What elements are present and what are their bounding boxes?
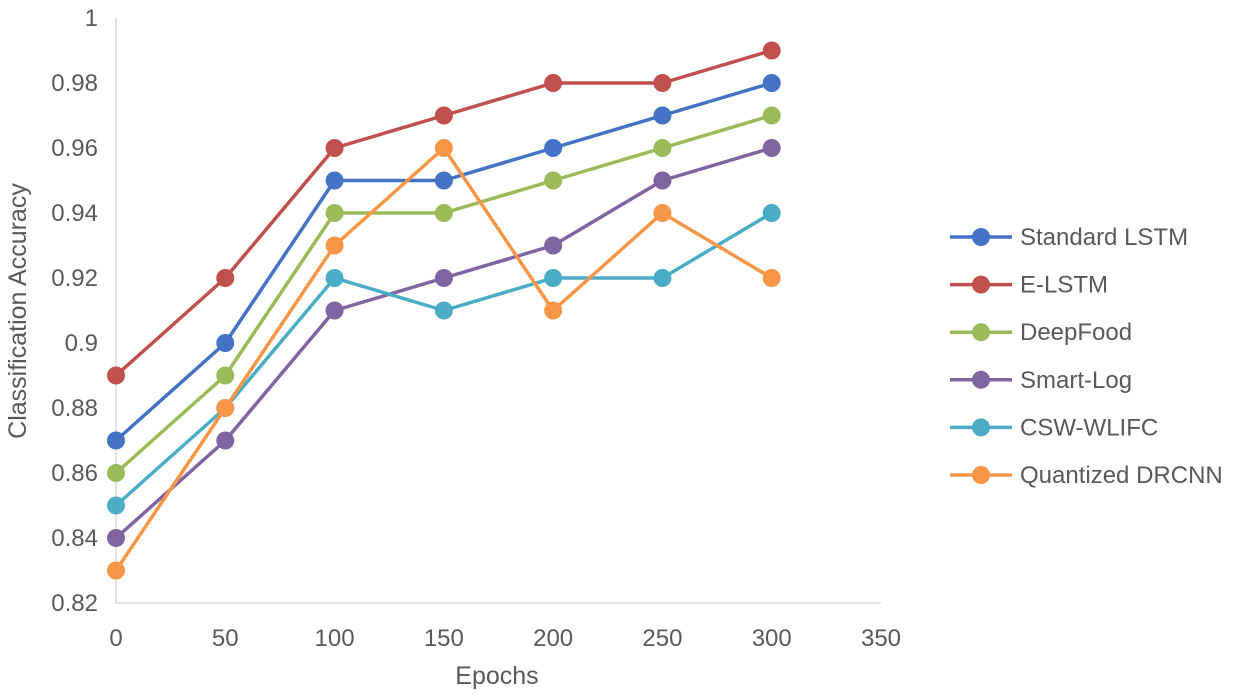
data-point-smart-log: [544, 236, 563, 255]
data-point-smart-log: [762, 139, 781, 157]
data-point-standard-lstm: [216, 334, 235, 352]
legend-item-e-lstm: E-LSTM: [950, 272, 1108, 299]
legend-marker: [972, 228, 990, 246]
legend-label: Standard LSTM: [1020, 224, 1188, 251]
legend-item-csw-wlifc: CSW-WLIFC: [950, 414, 1158, 441]
data-point-deepfood: [762, 106, 781, 125]
data-point-csw-wlifc: [762, 204, 781, 222]
x-tick-label: 150: [424, 625, 464, 652]
legend-label: DeepFood: [1020, 319, 1132, 346]
x-tick-label: 200: [533, 625, 573, 652]
data-point-standard-lstm: [434, 171, 453, 190]
data-point-e-lstm: [544, 74, 563, 92]
series-smart-log: [107, 139, 781, 547]
data-point-standard-lstm: [325, 171, 344, 190]
data-point-smart-log: [216, 431, 235, 450]
y-tick-label: 0.82: [51, 590, 98, 617]
y-tick-label: 0.92: [51, 265, 98, 292]
y-tick-label: 1: [85, 5, 98, 32]
data-point-deepfood: [653, 139, 672, 157]
series-line-csw-wlifc: [114, 211, 773, 507]
data-point-quantized-drcnn: [107, 561, 125, 580]
data-point-standard-lstm: [762, 74, 781, 92]
y-tick-label: 0.84: [51, 525, 98, 552]
y-tick-label: 0.9: [65, 330, 98, 357]
series-e-lstm: [107, 41, 781, 385]
x-axis-title: Epochs: [455, 662, 538, 690]
data-point-quantized-drcnn: [325, 236, 344, 255]
data-point-e-lstm: [653, 74, 672, 92]
legend-label: E-LSTM: [1020, 272, 1108, 299]
data-point-e-lstm: [216, 269, 235, 287]
data-point-quantized-drcnn: [762, 269, 781, 287]
legend-marker: [972, 275, 990, 294]
legend-item-standard-lstm: Standard LSTM: [950, 224, 1188, 251]
data-point-quantized-drcnn: [434, 139, 453, 157]
legend-item-smart-log: Smart-Log: [950, 367, 1132, 394]
legend-marker: [972, 418, 990, 437]
series-deepfood: [107, 106, 781, 482]
data-point-e-lstm: [325, 139, 344, 157]
data-point-csw-wlifc: [325, 269, 344, 287]
data-point-e-lstm: [107, 366, 125, 385]
data-point-deepfood: [107, 464, 125, 482]
legend-marker: [972, 466, 990, 484]
x-tick-label: 0: [109, 625, 122, 652]
series-layer: [107, 41, 781, 580]
data-point-quantized-drcnn: [216, 399, 235, 417]
data-point-smart-log: [107, 529, 125, 547]
y-tick-label: 0.86: [51, 460, 98, 487]
legend-label: Smart-Log: [1020, 367, 1132, 394]
legend-marker: [972, 323, 990, 342]
data-point-csw-wlifc: [107, 496, 125, 515]
series-quantized-drcnn: [107, 139, 781, 580]
y-tick-label: 0.96: [51, 135, 98, 162]
data-point-smart-log: [653, 171, 672, 190]
data-point-csw-wlifc: [544, 269, 563, 287]
x-tick-label: 50: [212, 625, 239, 652]
axes: 0.82 0.84 0.86 0.88 0.9 0.92 0.94 0.96 0.98 1 0 50 1…: [51, 5, 901, 652]
data-point-quantized-drcnn: [653, 204, 672, 222]
y-tick-label: 0.94: [51, 200, 98, 227]
data-point-e-lstm: [434, 106, 453, 125]
legend-label: Quantized DRCNN: [1020, 462, 1223, 489]
data-point-e-lstm: [762, 41, 781, 60]
data-point-deepfood: [216, 366, 235, 385]
y-tick-label: 0.98: [51, 70, 98, 97]
x-tick-label: 350: [861, 625, 901, 652]
data-point-deepfood: [434, 204, 453, 222]
data-point-csw-wlifc: [653, 269, 672, 287]
data-point-quantized-drcnn: [544, 301, 563, 320]
data-point-deepfood: [544, 171, 563, 190]
legend-label: CSW-WLIFC: [1020, 414, 1158, 441]
data-point-deepfood: [325, 204, 344, 222]
legend-item-deepfood: DeepFood: [950, 319, 1132, 346]
legend: Standard LSTM E-LSTM DeepFood Smart-Log CSW-…: [950, 224, 1223, 489]
data-point-standard-lstm: [107, 431, 125, 450]
x-tick-label: 250: [642, 625, 682, 652]
data-point-smart-log: [434, 269, 453, 287]
legend-marker: [972, 370, 990, 389]
x-tick-label: 100: [315, 625, 355, 652]
series-standard-lstm: [107, 74, 781, 450]
data-point-standard-lstm: [653, 106, 672, 125]
y-tick-label: 0.88: [51, 395, 98, 422]
data-point-smart-log: [325, 301, 344, 320]
y-axis-title: Classification Accuracy: [4, 183, 32, 439]
data-point-csw-wlifc: [434, 301, 453, 320]
x-tick-label: 300: [752, 625, 792, 652]
legend-item-quantized-drcnn: Quantized DRCNN: [950, 462, 1223, 489]
data-point-standard-lstm: [544, 139, 563, 157]
